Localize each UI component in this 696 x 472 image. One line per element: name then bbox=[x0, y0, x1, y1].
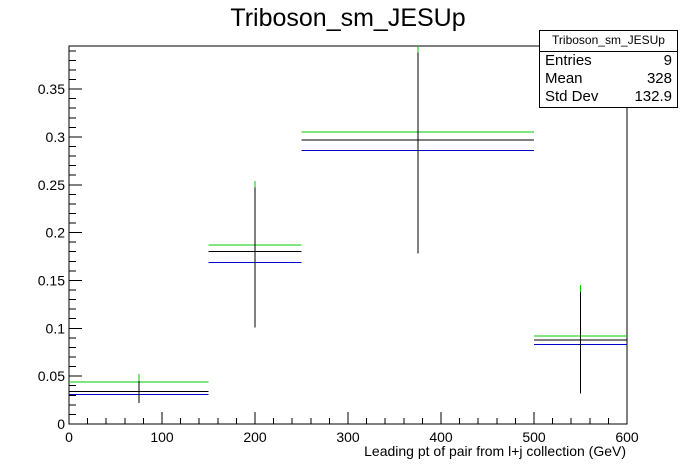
stats-label: Entries bbox=[545, 52, 592, 69]
stats-row-stddev: Std Dev 132.9 bbox=[540, 88, 677, 106]
stats-value: 9 bbox=[663, 52, 672, 69]
x-tick-label: 0 bbox=[65, 429, 73, 445]
stats-row-mean: Mean 328 bbox=[540, 70, 677, 88]
y-tick-label: 0.3 bbox=[46, 129, 66, 145]
y-tick-label: 0 bbox=[57, 416, 65, 432]
y-tick-label: 0.05 bbox=[38, 368, 65, 384]
y-tick-label: 0.15 bbox=[38, 272, 65, 288]
x-tick-label: 500 bbox=[522, 429, 546, 445]
x-tick-label: 400 bbox=[429, 429, 453, 445]
x-tick-label: 200 bbox=[243, 429, 267, 445]
chart-title: Triboson_sm_JESUp bbox=[230, 4, 466, 32]
stats-box: Triboson_sm_JESUp Entries 9 Mean 328 Std… bbox=[539, 30, 678, 108]
x-tick-label: 100 bbox=[150, 429, 174, 445]
stats-row-entries: Entries 9 bbox=[540, 52, 677, 70]
stats-label: Mean bbox=[545, 70, 583, 87]
stats-value: 328 bbox=[646, 70, 672, 87]
stats-box-title: Triboson_sm_JESUp bbox=[540, 31, 677, 52]
x-tick-label: 300 bbox=[336, 429, 360, 445]
stats-label: Std Dev bbox=[545, 88, 599, 105]
y-tick-label: 0.35 bbox=[38, 81, 65, 97]
y-tick-label: 0.25 bbox=[38, 177, 65, 193]
x-axis-label: Leading pt of pair from l+j collection (… bbox=[364, 443, 626, 459]
y-tick-label: 0.2 bbox=[46, 225, 66, 241]
stats-value: 132.9 bbox=[634, 88, 672, 105]
x-tick-label: 600 bbox=[615, 429, 639, 445]
y-tick-label: 0.1 bbox=[46, 320, 66, 336]
